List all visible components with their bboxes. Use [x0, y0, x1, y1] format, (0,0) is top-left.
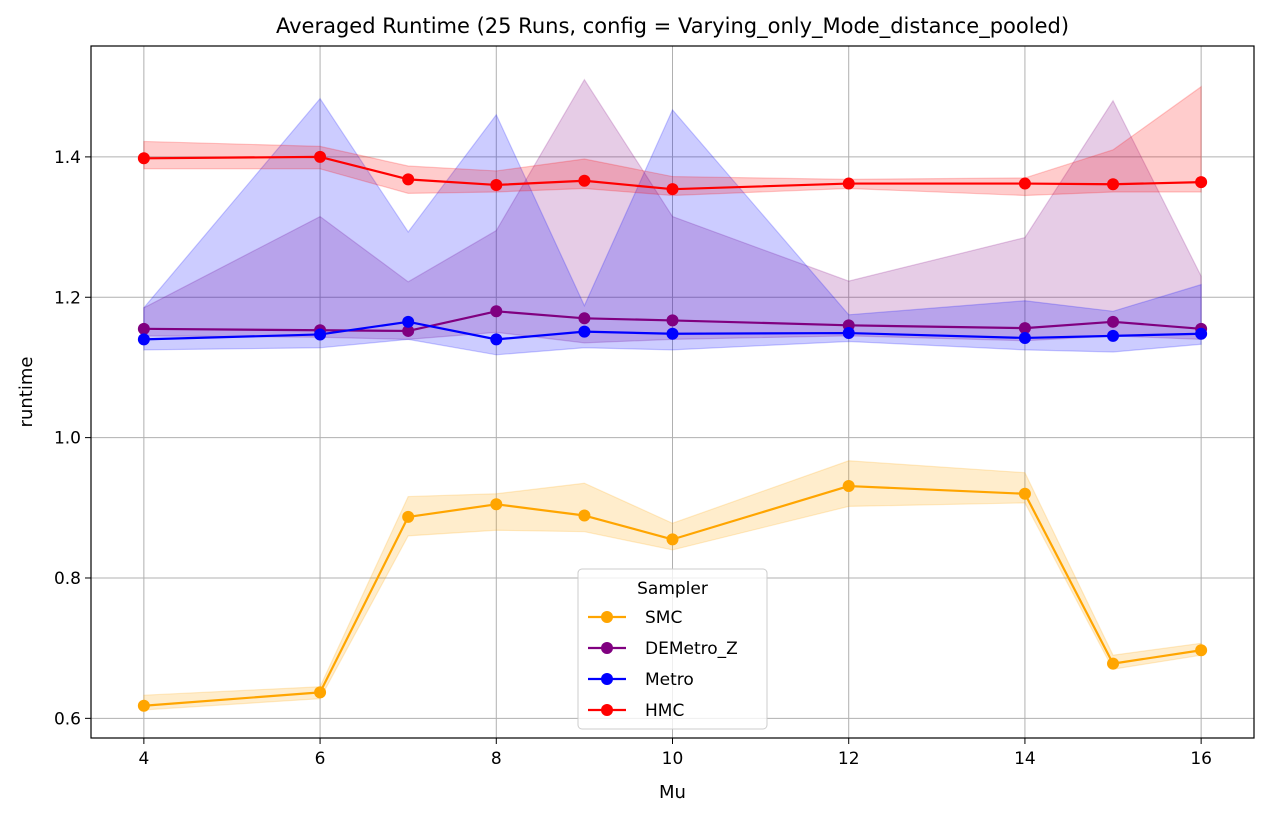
point-smc: [402, 510, 415, 523]
point-demetro_z: [402, 324, 415, 337]
chart-title: Averaged Runtime (25 Runs, config = Vary…: [276, 14, 1069, 39]
point-metro: [578, 325, 591, 338]
legend: Sampler SMC DEMetro_Z Metro HMC: [577, 568, 768, 730]
point-hmc: [1107, 178, 1120, 191]
legend-box: [577, 568, 768, 730]
point-hmc: [578, 174, 591, 187]
point-demetro_z: [666, 314, 679, 327]
point-demetro_z: [578, 312, 591, 325]
point-smc: [1107, 657, 1120, 670]
legend-label-hmc: HMC: [645, 701, 684, 721]
legend-label-demetro_z: DEMetro_Z: [645, 639, 738, 659]
line-demetro_z: [143, 310, 1202, 333]
point-smc: [666, 533, 679, 546]
series-lines: [143, 155, 1202, 707]
line-hmc: [143, 155, 1202, 191]
line-smc: [143, 484, 1202, 707]
x-tick-label: 8: [491, 749, 502, 769]
x-tick-label: 14: [1014, 749, 1036, 769]
y-tick-label: 1.4: [54, 148, 81, 168]
point-metro: [137, 333, 150, 346]
series-points: [137, 150, 1208, 712]
x-tick-label: 12: [838, 749, 860, 769]
point-demetro_z: [1107, 315, 1120, 328]
point-smc: [137, 699, 150, 712]
legend-marker-hmc: [601, 704, 613, 716]
legend-label-smc: SMC: [645, 608, 682, 628]
point-metro: [1107, 329, 1120, 342]
y-tick-label: 1.0: [54, 429, 81, 449]
point-demetro_z: [490, 305, 503, 318]
point-metro: [402, 315, 415, 328]
point-hmc: [314, 150, 327, 163]
y-tick-label: 1.2: [54, 288, 81, 308]
y-axis-label: runtime: [16, 357, 37, 428]
point-metro: [314, 328, 327, 341]
x-tick-label: 4: [138, 749, 149, 769]
point-demetro_z: [1018, 322, 1031, 335]
legend-label-metro: Metro: [645, 670, 694, 690]
point-hmc: [1195, 176, 1208, 189]
point-smc: [490, 498, 503, 511]
band-metro: [143, 97, 1202, 356]
point-demetro_z: [137, 322, 150, 335]
line-metro: [143, 320, 1202, 341]
point-hmc: [666, 183, 679, 196]
confidence-bands: [143, 78, 1202, 711]
point-hmc: [490, 178, 503, 191]
x-tick-label: 16: [1190, 749, 1212, 769]
x-tick-label: 6: [315, 749, 326, 769]
point-metro: [842, 327, 855, 340]
y-tick-label: 0.8: [54, 569, 81, 589]
legend-marker-demetro_z: [601, 642, 613, 654]
point-hmc: [842, 177, 855, 190]
point-metro: [1195, 327, 1208, 340]
point-metro: [1018, 331, 1031, 344]
legend-marker-metro: [601, 673, 613, 685]
point-metro: [490, 333, 503, 346]
band-hmc: [143, 85, 1202, 197]
point-smc: [1195, 644, 1208, 657]
point-smc: [1018, 487, 1031, 500]
x-axis-label: Mu: [659, 782, 686, 803]
point-hmc: [137, 152, 150, 165]
grid-lines: [91, 46, 1254, 738]
x-tick-label: 10: [662, 749, 684, 769]
axis-ticks: 4 6 8 10 12 14 16 0.6 0.8 1.0 1.2 1.4: [54, 148, 1212, 769]
legend-items: SMC DEMetro_Z Metro HMC: [588, 608, 738, 721]
point-hmc: [1018, 177, 1031, 190]
y-tick-label: 0.6: [54, 709, 81, 729]
legend-title: Sampler: [637, 579, 708, 599]
point-metro: [666, 327, 679, 340]
legend-marker-smc: [601, 611, 613, 623]
point-smc: [578, 509, 591, 522]
point-hmc: [402, 173, 415, 186]
point-smc: [314, 686, 327, 699]
point-smc: [842, 480, 855, 493]
